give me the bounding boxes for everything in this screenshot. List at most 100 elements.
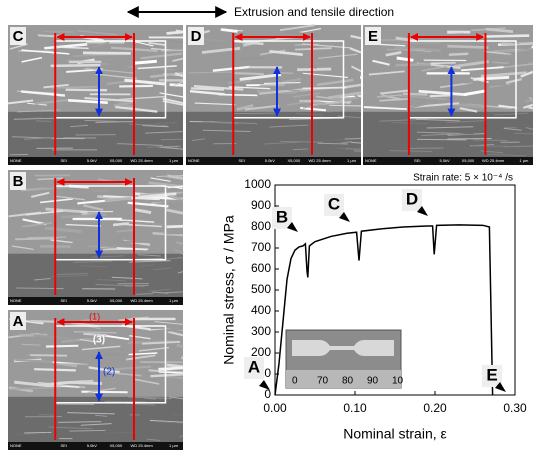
sem-footer-text: NONE (10, 158, 22, 163)
sem-fiber (172, 57, 184, 62)
sem-fiber (418, 89, 467, 97)
sem-fiber (190, 87, 225, 91)
sem-fiber (505, 78, 522, 85)
annotation-label: B (276, 207, 288, 226)
sem-fiber (172, 248, 184, 255)
x-tick-label: 0.30 (503, 401, 527, 415)
sem-streak (148, 288, 171, 292)
sem-fiber (296, 38, 317, 41)
sem-streak (292, 148, 309, 151)
sem-fiber (148, 41, 166, 47)
sem-streak (56, 273, 88, 276)
sem-fiber (119, 84, 153, 88)
sem-streak (67, 412, 115, 415)
sem-fiber (53, 375, 100, 381)
sem-streak (446, 120, 486, 123)
sem-fiber (167, 185, 184, 189)
sem-fiber (351, 65, 362, 72)
sem-footer-text: WD 25.4mm (131, 443, 154, 448)
sem-fiber (167, 330, 184, 337)
sem-fiber (239, 56, 266, 60)
sem-fiber (73, 335, 103, 340)
sem-streak (12, 432, 49, 436)
sem-fiber (35, 185, 57, 189)
sem-footer-text: X5,000 (462, 158, 475, 163)
sem-fiber (88, 366, 120, 374)
sem-streak (472, 139, 508, 142)
sem-fiber (21, 56, 43, 63)
sem-footer-text: X5,000 (288, 158, 301, 163)
sem-streak (321, 138, 362, 141)
sem-fiber (81, 345, 121, 351)
sem-fiber (463, 89, 487, 97)
sem-fiber (118, 95, 166, 101)
sem-fiber (398, 94, 448, 100)
sem-streak (317, 142, 348, 145)
sem-fiber (297, 67, 332, 72)
sem-streak (327, 110, 362, 113)
sem-fiber (236, 104, 254, 111)
sem-streak (155, 121, 178, 125)
sem-footer-text: NONE (365, 158, 377, 163)
sem-fiber (44, 42, 88, 50)
sem-footer-text: SEI (61, 158, 67, 163)
sem-fiber (408, 102, 432, 109)
sem-streak (95, 414, 108, 417)
sem-fiber (403, 92, 428, 96)
sem-footer-text: 5.0kV (440, 158, 451, 163)
sem-streak (152, 291, 169, 294)
sem-fiber (447, 44, 489, 49)
sem-fiber (212, 65, 250, 72)
sem-streak (416, 131, 461, 134)
sem-fiber (459, 107, 478, 113)
sem-streak (447, 132, 486, 136)
sem-fiber (158, 371, 184, 374)
sem-fiber (113, 100, 136, 107)
sem-fiber (498, 104, 518, 109)
sem-footer-text: SEI (61, 443, 67, 448)
sem-footer-text: 5.0kV (87, 298, 98, 303)
sem-fiber (82, 51, 131, 55)
sem-fiber (126, 354, 156, 361)
direction-label: Extrusion and tensile direction (234, 5, 394, 19)
sem-streak (493, 112, 529, 116)
sem-fiber (55, 195, 85, 201)
annotation-bg (272, 207, 292, 229)
sem-fiber (520, 70, 533, 78)
sem-fiber (396, 42, 441, 45)
sem-streak (269, 124, 309, 128)
sem-streak (38, 414, 57, 416)
sem-fiber (51, 85, 98, 89)
sem-footer-bar (8, 297, 183, 305)
sem-fiber (134, 59, 157, 65)
sem-fiber (385, 51, 402, 57)
sem-fiber (453, 60, 489, 68)
sem-footer-text: 5.0kV (265, 158, 276, 163)
sem-fiber (161, 37, 184, 44)
sem-fiber (332, 96, 362, 101)
sem-streak (351, 141, 362, 144)
sem-footer-text: WD 25.4mm (482, 158, 505, 163)
sem-fiber (129, 197, 160, 201)
sem-fiber (25, 210, 64, 216)
sem-fiber (448, 52, 469, 57)
panel-label: C (13, 28, 24, 45)
sem-fiber (150, 373, 184, 378)
sem-panel: NONE SEI 5.0kV X5,000 WD 25.4mm 1 µm B (8, 170, 184, 305)
sem-fiber (133, 40, 154, 47)
sem-streak (177, 271, 184, 274)
sem-fiber (37, 381, 86, 388)
sem-fiber (129, 334, 151, 340)
sem-streak (165, 291, 184, 294)
sem-fiber (279, 24, 315, 32)
panel-mark: (3) (93, 335, 105, 346)
sem-fiber (154, 321, 184, 325)
sem-fiber (174, 72, 184, 78)
sem-fiber (482, 34, 530, 38)
sem-fiber (525, 98, 533, 103)
sem-fiber (193, 85, 244, 91)
inset-label: 0 (292, 376, 298, 387)
sem-streak (36, 120, 52, 122)
sem-streak (125, 402, 156, 406)
